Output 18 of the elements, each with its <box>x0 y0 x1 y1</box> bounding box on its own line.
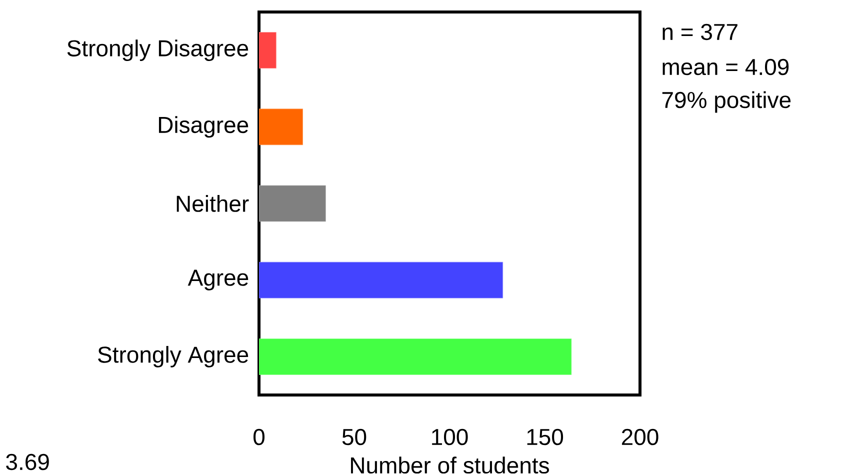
y-tick-label: Neither <box>176 195 249 212</box>
y-tick-label: Strongly Agree <box>98 346 248 368</box>
x-tick-label: 100 <box>432 428 468 446</box>
x-axis-title: Number of students <box>351 456 549 474</box>
y-tick-label: Strongly Disagree <box>67 40 248 62</box>
bar <box>259 338 572 375</box>
text: 3.69 <box>6 454 49 470</box>
text: 79% positive <box>662 91 791 113</box>
x-tick-label: 150 <box>527 428 564 446</box>
text: n = 377 <box>662 24 738 40</box>
bar <box>259 185 326 222</box>
y-tick-label: Agree <box>188 270 248 290</box>
y-tick-label: Disagree <box>158 116 248 138</box>
x-tick-label: 200 <box>622 428 658 446</box>
x-tick-label: 0 <box>254 428 265 446</box>
x-tick-label: 50 <box>342 428 366 446</box>
text: mean = 4.09 <box>662 58 789 76</box>
bar <box>259 108 304 146</box>
